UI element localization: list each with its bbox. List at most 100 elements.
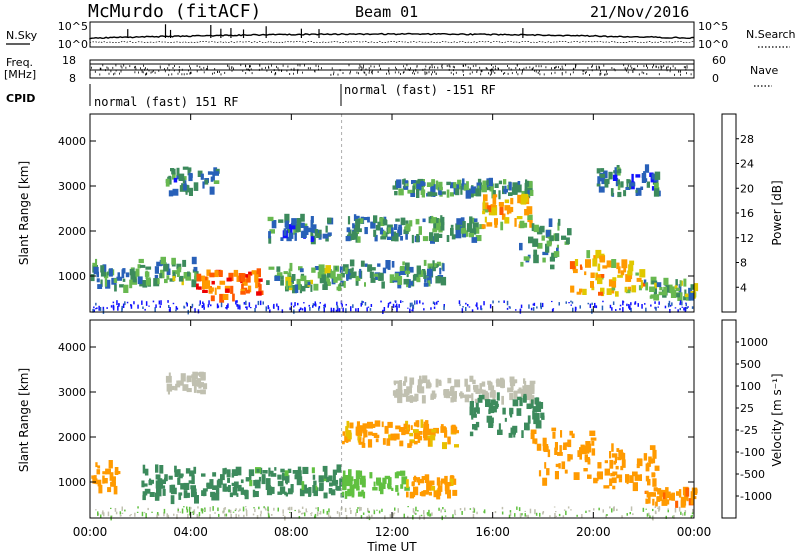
echo-cell xyxy=(420,419,424,428)
ground-scatter-cell xyxy=(328,508,330,513)
ground-scatter-cell xyxy=(383,307,386,312)
echo-cell xyxy=(171,257,176,265)
ground-scatter-cell xyxy=(197,506,199,509)
ground-scatter-cell xyxy=(148,305,150,307)
freq-unit-label: [MHz] xyxy=(4,68,36,81)
echo-cell xyxy=(481,381,486,387)
echo-cell xyxy=(377,221,381,231)
echo-cell xyxy=(599,274,605,278)
echo-cell xyxy=(282,473,287,481)
echo-cell xyxy=(533,224,539,233)
ground-scatter-cell xyxy=(324,303,326,307)
echo-cell xyxy=(430,184,435,193)
ground-scatter-cell xyxy=(468,306,471,308)
echo-cell xyxy=(551,427,557,432)
echo-cell xyxy=(376,477,382,484)
ground-scatter-cell xyxy=(367,507,369,512)
echo-cell xyxy=(430,393,437,398)
echo-cell xyxy=(166,275,170,280)
echo-cell xyxy=(387,227,393,233)
echo-cell xyxy=(154,266,159,274)
echo-cell xyxy=(462,233,466,238)
echo-cell xyxy=(519,397,523,407)
echo-cell xyxy=(426,481,431,491)
ground-scatter-cell xyxy=(588,510,591,513)
ground-scatter-cell xyxy=(242,506,245,512)
echo-cell xyxy=(542,477,548,486)
ground-scatter-cell xyxy=(621,515,623,519)
echo-cell xyxy=(624,286,628,293)
echo-cell xyxy=(346,272,352,280)
ground-scatter-cell xyxy=(465,307,467,311)
echo-cell xyxy=(498,180,503,185)
echo-cell xyxy=(465,190,471,199)
echo-cell xyxy=(471,393,474,402)
ground-scatter-cell xyxy=(345,304,347,306)
echo-cell xyxy=(479,394,485,400)
ground-scatter-cell xyxy=(668,300,671,306)
echo-cell xyxy=(287,468,292,473)
echo-cell xyxy=(248,271,253,276)
echo-cell xyxy=(589,430,596,436)
echo-cell xyxy=(560,430,563,438)
ground-scatter-cell xyxy=(226,305,228,310)
ground-scatter-cell xyxy=(136,511,139,513)
echo-cell xyxy=(601,176,606,185)
ground-scatter-cell xyxy=(568,302,570,304)
echo-cell xyxy=(302,466,309,474)
echo-cell xyxy=(536,443,542,451)
ground-scatter-cell xyxy=(515,309,517,311)
ground-scatter-cell xyxy=(378,510,381,514)
echo-cell xyxy=(178,492,183,496)
echo-cell xyxy=(345,426,349,433)
echo-cell xyxy=(346,272,349,281)
echo-cell xyxy=(316,233,321,238)
ground-scatter-cell xyxy=(472,513,475,518)
echo-cell xyxy=(381,483,386,489)
ground-scatter-cell xyxy=(198,512,201,517)
ground-scatter-cell xyxy=(606,514,608,516)
echo-cell xyxy=(409,220,413,227)
ground-scatter-cell xyxy=(257,300,260,306)
echo-cell xyxy=(325,276,329,282)
echo-cell xyxy=(526,180,530,187)
echo-cell xyxy=(377,263,381,267)
echo-cell xyxy=(212,171,215,181)
echo-cell xyxy=(411,234,414,244)
echo-cell xyxy=(328,488,333,494)
echo-cell xyxy=(391,487,394,491)
ground-scatter-cell xyxy=(207,304,210,308)
ground-scatter-cell xyxy=(188,506,191,512)
echo-cell xyxy=(525,185,528,194)
ground-scatter-cell xyxy=(93,306,95,309)
ground-scatter-cell xyxy=(191,306,193,309)
colorbar-tick-label: -500 xyxy=(740,468,765,481)
echo-cell xyxy=(397,380,401,388)
ground-scatter-cell xyxy=(516,506,518,510)
echo-cell xyxy=(355,277,359,286)
echo-cell xyxy=(407,189,413,194)
echo-cell xyxy=(200,389,206,395)
echo-cell xyxy=(652,180,659,185)
ground-scatter-cell xyxy=(407,515,409,518)
ground-scatter-cell xyxy=(97,511,99,516)
echo-cell xyxy=(504,185,507,195)
ground-scatter-cell xyxy=(100,514,102,519)
echo-cell xyxy=(517,396,522,400)
ground-scatter-cell xyxy=(464,507,466,511)
ground-scatter-cell xyxy=(239,508,241,511)
echo-cell xyxy=(382,477,387,484)
ground-scatter-cell xyxy=(99,307,102,311)
echo-cell xyxy=(476,407,480,414)
echo-cell xyxy=(408,279,411,288)
echo-cell xyxy=(563,442,568,447)
ground-scatter-cell xyxy=(357,507,359,509)
ground-scatter-cell xyxy=(223,507,225,513)
echo-cell xyxy=(336,485,341,491)
echo-cell xyxy=(324,471,328,479)
ground-scatter-cell xyxy=(301,308,304,311)
nsky-tick-top: 10^5 xyxy=(58,20,88,33)
echo-cell xyxy=(449,192,454,197)
echo-cell xyxy=(665,284,670,293)
echo-cell xyxy=(561,235,567,240)
